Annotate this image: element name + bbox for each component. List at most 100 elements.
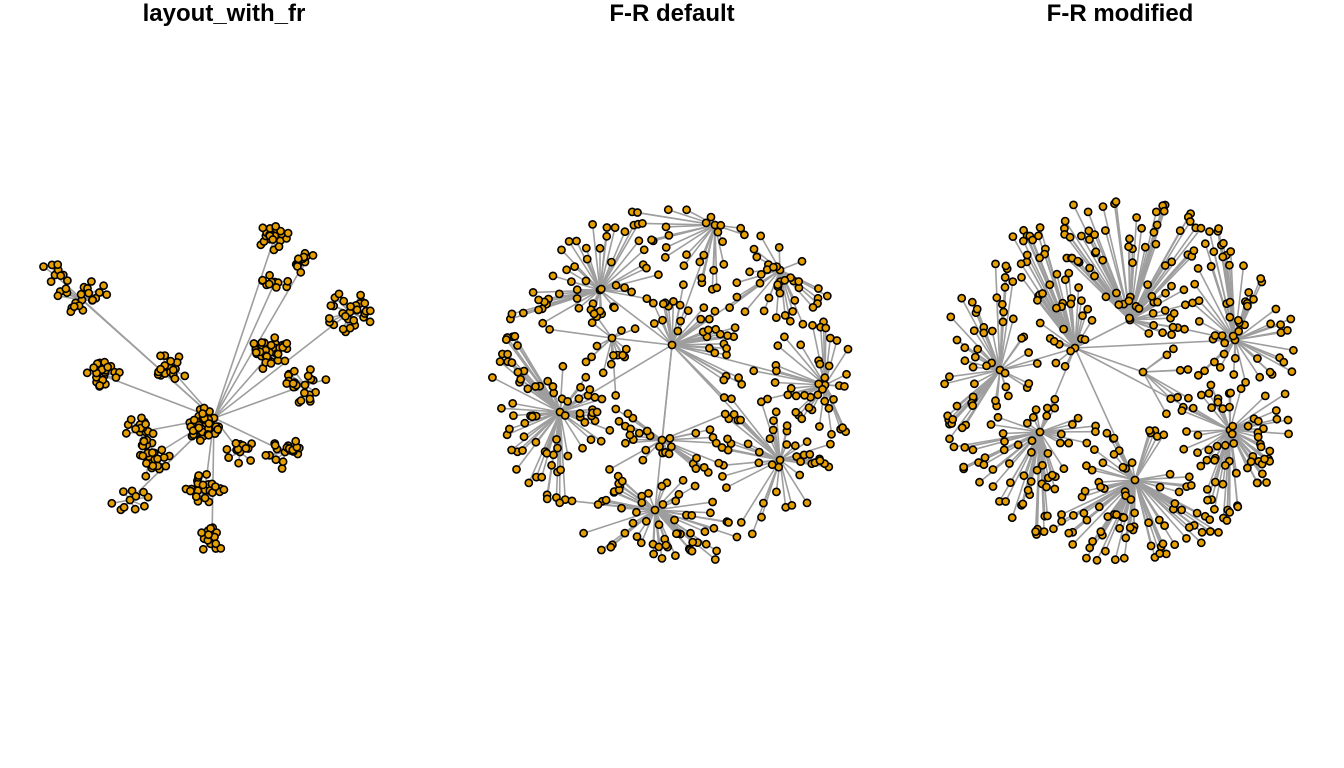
graph-node [632, 532, 642, 541]
graph-node [747, 529, 757, 539]
graph-node [271, 221, 281, 231]
graph-edge [599, 240, 640, 291]
graph-node [771, 407, 781, 417]
graph-edge [1061, 479, 1136, 516]
graph-edge [664, 224, 716, 258]
graph-node [736, 415, 745, 425]
graph-node [663, 205, 673, 215]
graph-node [1042, 482, 1051, 492]
graph-node [1202, 484, 1212, 494]
graph-node [611, 280, 621, 290]
graph-node [821, 323, 831, 333]
graph-edge [953, 431, 1041, 448]
graph-node [148, 429, 158, 438]
graph-node [1050, 394, 1060, 404]
graph-node [991, 259, 1000, 269]
graph-node [1196, 538, 1206, 548]
graph-edge [211, 417, 215, 541]
graph-node [783, 390, 793, 400]
graph-edge [492, 376, 561, 413]
graph-node [749, 366, 759, 376]
graph-node [1140, 242, 1150, 252]
graph-node [611, 404, 621, 414]
graph-node [796, 457, 805, 466]
graph-node [296, 396, 306, 406]
graph-node [647, 235, 656, 245]
graph-node [1205, 227, 1214, 236]
graph-edge [974, 369, 1001, 385]
panel-title-fr-default: F-R default [609, 0, 735, 27]
graph-node [1210, 357, 1219, 367]
graph-node [510, 331, 520, 341]
graph-edge [599, 289, 647, 300]
graph-edge [671, 301, 675, 346]
graph-node [590, 392, 600, 402]
graph-node [1077, 231, 1086, 241]
panel-title-layout-with-fr: layout_with_fr [142, 0, 306, 27]
graph-edge [949, 369, 1001, 378]
graph-node [1219, 238, 1228, 248]
graph-node [1096, 527, 1106, 537]
graph-node [1033, 295, 1042, 305]
graph-node [274, 242, 284, 251]
graph-node [1207, 403, 1216, 413]
graph-node [655, 442, 664, 451]
graph-node [1121, 533, 1131, 543]
graph-node [706, 508, 715, 518]
graph-node [560, 411, 570, 420]
graph-node [824, 403, 834, 413]
graph-edge [730, 398, 781, 461]
graph-edge [546, 411, 561, 454]
graph-node [700, 527, 710, 537]
graph-edge [1039, 431, 1065, 470]
graph-node [1042, 403, 1052, 413]
graph-node [1128, 258, 1137, 268]
graph-node [1001, 261, 1011, 271]
graph-node [710, 555, 720, 564]
graph-node [198, 544, 208, 554]
graph-node [1052, 269, 1062, 279]
graph-node [1035, 427, 1045, 437]
graph-node [709, 265, 719, 275]
graph-node [257, 338, 267, 347]
graph-node [137, 413, 146, 423]
graph-node [1119, 553, 1129, 563]
graph-node [572, 236, 581, 246]
graph-node [1118, 462, 1128, 472]
graph-node [1087, 465, 1097, 475]
graph-edge [1194, 283, 1236, 341]
graph-node [1170, 499, 1180, 508]
graph-node [607, 257, 616, 267]
graph-node [754, 447, 764, 457]
graph-node [673, 326, 683, 336]
graph-edge [509, 411, 561, 430]
graph-edge [640, 509, 656, 544]
graph-node [688, 537, 698, 547]
graph-node [957, 293, 967, 303]
graph-node [204, 430, 214, 440]
graph-node [757, 512, 766, 522]
graph-node [843, 344, 853, 354]
graph-node [642, 426, 652, 436]
graph-node [734, 373, 743, 383]
graph-node [832, 336, 842, 345]
graph-node [586, 435, 596, 445]
graph-node [1260, 454, 1269, 464]
graph-node [1149, 320, 1158, 330]
graph-node [632, 507, 641, 517]
graph-node [1109, 433, 1119, 443]
graph-node [1177, 505, 1186, 515]
graph-node [968, 445, 978, 455]
graph-node [782, 440, 792, 449]
graph-node [1052, 303, 1061, 313]
graph-node [141, 458, 151, 468]
graph-node [708, 497, 717, 507]
graph-node [639, 245, 649, 255]
graph-node [107, 498, 117, 508]
graph-node [282, 338, 292, 348]
graph-node [1151, 207, 1161, 217]
graph-node [84, 288, 94, 298]
graph-node [1027, 436, 1037, 446]
graph-node [296, 267, 306, 277]
graph-node [699, 250, 709, 260]
